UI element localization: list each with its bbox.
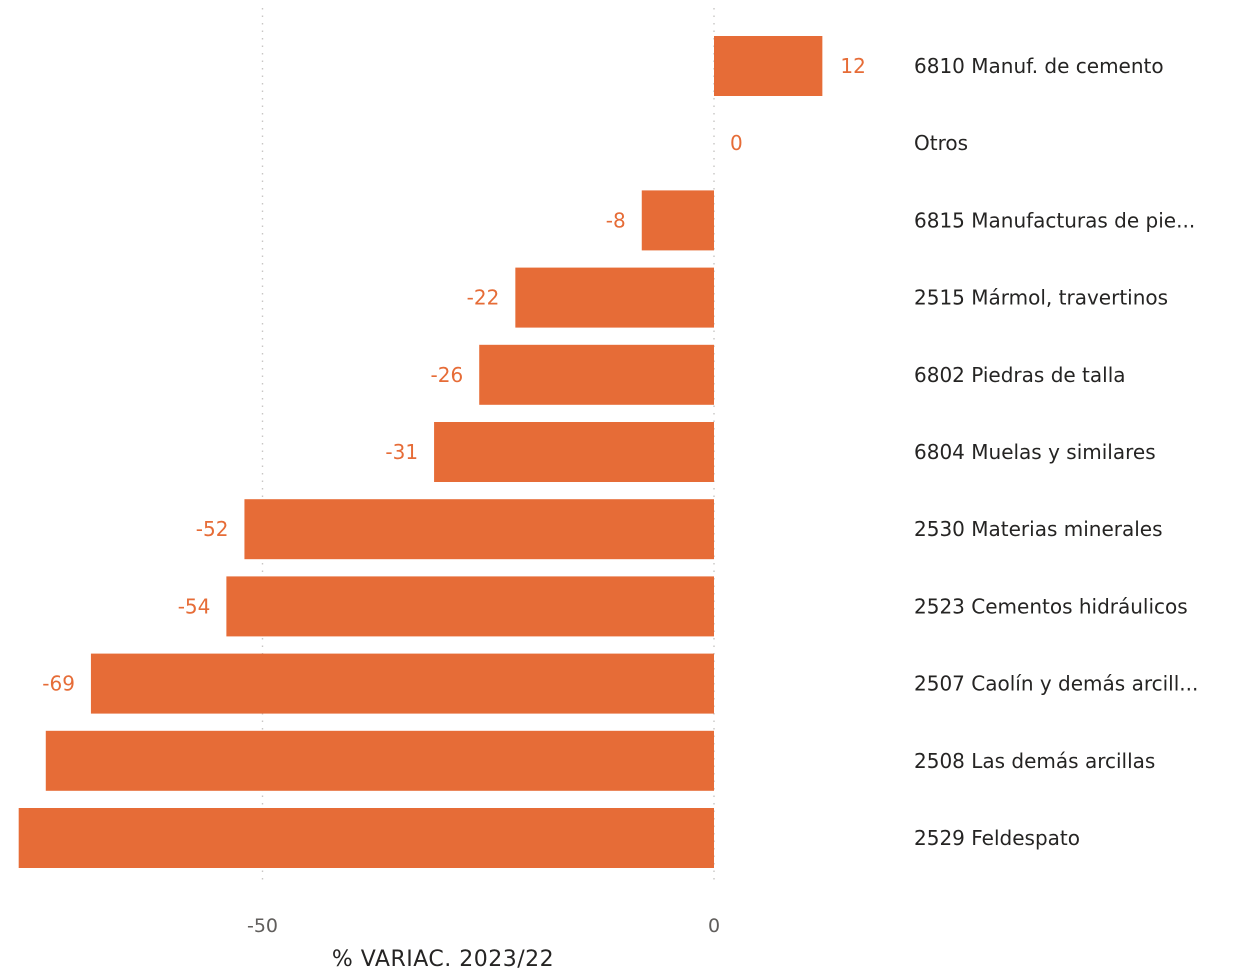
bar — [244, 499, 714, 560]
category-label: 6810 Manuf. de cemento — [914, 54, 1164, 78]
bar-value-label: -26 — [431, 363, 464, 387]
category-label: 6804 Muelas y similares — [914, 440, 1156, 464]
x-tick-label: -50 — [247, 915, 278, 937]
bar — [45, 730, 714, 791]
x-axis-ticks: -50 0 — [247, 915, 720, 937]
x-tick-label: 0 — [708, 915, 720, 937]
bar — [226, 576, 714, 637]
category-label: 2507 Caolín y demás arcill... — [914, 672, 1198, 696]
category-labels: 6810 Manuf. de cemento Otros 6815 Manufact… — [914, 54, 1198, 850]
category-label: 6815 Manufacturas de pie... — [914, 208, 1195, 232]
bar-value-label: -8 — [606, 208, 626, 232]
x-axis-title: % VARIAC. 2023/22 — [332, 947, 554, 972]
bar-value-label: -69 — [42, 672, 75, 696]
category-label: 6802 Piedras de talla — [914, 363, 1126, 387]
bar — [90, 653, 715, 714]
category-label: 2530 Materias minerales — [914, 517, 1163, 541]
bar — [641, 190, 714, 251]
category-label: 2508 Las demás arcillas — [914, 749, 1155, 773]
bar-value-label: 12 — [840, 54, 865, 78]
bar — [479, 344, 714, 405]
bars — [18, 36, 823, 868]
bar-value-label: -54 — [178, 594, 211, 618]
value-labels: 12 0 -8 -22 -26 -31 -52 -54 -69 — [42, 54, 866, 696]
category-label: 2523 Cementos hidráulicos — [914, 594, 1188, 618]
bar-value-label: 0 — [730, 131, 743, 155]
category-label: 2515 Mármol, travertinos — [914, 286, 1168, 310]
bar-value-label: -52 — [196, 517, 229, 541]
bar-value-label: -22 — [467, 286, 500, 310]
bar — [714, 36, 823, 96]
bar — [18, 808, 714, 868]
category-label: Otros — [914, 131, 968, 155]
bar — [434, 422, 714, 482]
bar-value-label: -31 — [385, 440, 418, 464]
category-label: 2529 Feldespato — [914, 826, 1080, 850]
bar — [515, 267, 714, 328]
